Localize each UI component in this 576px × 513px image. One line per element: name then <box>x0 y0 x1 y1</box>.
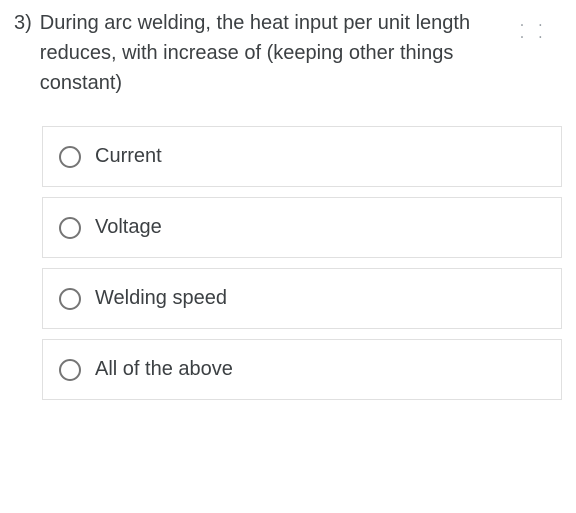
radio-icon[interactable] <box>59 217 81 239</box>
option-0[interactable]: Current <box>42 126 562 187</box>
options-list: Current Voltage Welding speed All of the… <box>42 126 562 400</box>
option-label: Welding speed <box>95 287 227 310</box>
question-number: 3) <box>14 8 32 38</box>
radio-icon[interactable] <box>59 359 81 381</box>
question-block: 3) During arc welding, the heat input pe… <box>14 8 562 98</box>
option-2[interactable]: Welding speed <box>42 268 562 329</box>
option-label: Voltage <box>95 216 162 239</box>
drag-handle-icon: . .. . <box>518 16 546 40</box>
option-1[interactable]: Voltage <box>42 197 562 258</box>
option-3[interactable]: All of the above <box>42 339 562 400</box>
radio-icon[interactable] <box>59 146 81 168</box>
option-label: Current <box>95 145 162 168</box>
option-label: All of the above <box>95 358 233 381</box>
radio-icon[interactable] <box>59 288 81 310</box>
question-text: During arc welding, the heat input per u… <box>40 8 512 98</box>
